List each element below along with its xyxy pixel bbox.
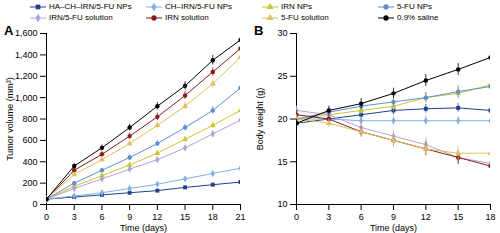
html-text:CH–IRN/5-FU NPs: CH–IRN/5-FU NPs bbox=[165, 1, 233, 11]
svg-text:15: 15 bbox=[453, 212, 463, 222]
svg-text:25: 25 bbox=[277, 71, 287, 81]
svg-text:12: 12 bbox=[152, 212, 162, 222]
svg-text:12: 12 bbox=[421, 212, 431, 222]
svg-text:400: 400 bbox=[22, 157, 37, 167]
html-text:5-FU NPs: 5-FU NPs bbox=[397, 1, 433, 11]
svg-text:1,200: 1,200 bbox=[15, 71, 38, 81]
svg-text:1,000: 1,000 bbox=[15, 93, 38, 103]
svg-text:6: 6 bbox=[359, 212, 364, 222]
html-text:5-FU solution: 5-FU solution bbox=[281, 12, 329, 22]
svg-text:1,400: 1,400 bbox=[15, 50, 38, 60]
svg-text:15: 15 bbox=[180, 212, 190, 222]
svg-text:600: 600 bbox=[22, 135, 37, 145]
svg-text:3: 3 bbox=[326, 212, 331, 222]
svg-text:30: 30 bbox=[277, 28, 287, 38]
svg-text:200: 200 bbox=[22, 178, 37, 188]
svg-text:6: 6 bbox=[99, 212, 104, 222]
svg-text:Time (days): Time (days) bbox=[370, 223, 417, 233]
svg-text:0: 0 bbox=[32, 199, 37, 209]
html-text:IRN/5-FU solution: IRN/5-FU solution bbox=[49, 12, 113, 22]
svg-text:0: 0 bbox=[294, 212, 299, 222]
svg-text:Time (days): Time (days) bbox=[120, 223, 167, 233]
svg-text:21: 21 bbox=[235, 212, 245, 222]
svg-text:0: 0 bbox=[44, 212, 49, 222]
svg-text:15: 15 bbox=[277, 157, 287, 167]
svg-text:10: 10 bbox=[277, 199, 287, 209]
svg-text:18: 18 bbox=[485, 212, 495, 222]
html-text:HA–CH–IRN/5-FU NPs: HA–CH–IRN/5-FU NPs bbox=[49, 1, 132, 11]
html-text:B: B bbox=[254, 23, 264, 38]
svg-text:1,600: 1,600 bbox=[15, 28, 38, 38]
html-text:A: A bbox=[4, 23, 14, 38]
svg-text:Body weight (g): Body weight (g) bbox=[255, 88, 265, 151]
svg-text:3: 3 bbox=[72, 212, 77, 222]
html-text:IRN NPs: IRN NPs bbox=[281, 1, 313, 11]
html-text:0.9% saline: 0.9% saline bbox=[397, 12, 439, 22]
html-text:IRN solution: IRN solution bbox=[165, 12, 209, 22]
svg-text:20: 20 bbox=[277, 114, 287, 124]
svg-text:18: 18 bbox=[208, 212, 218, 222]
svg-text:9: 9 bbox=[127, 212, 132, 222]
svg-text:800: 800 bbox=[22, 114, 37, 124]
svg-text:Tumor volume (mm³): Tumor volume (mm³) bbox=[5, 77, 15, 161]
svg-text:9: 9 bbox=[391, 212, 396, 222]
